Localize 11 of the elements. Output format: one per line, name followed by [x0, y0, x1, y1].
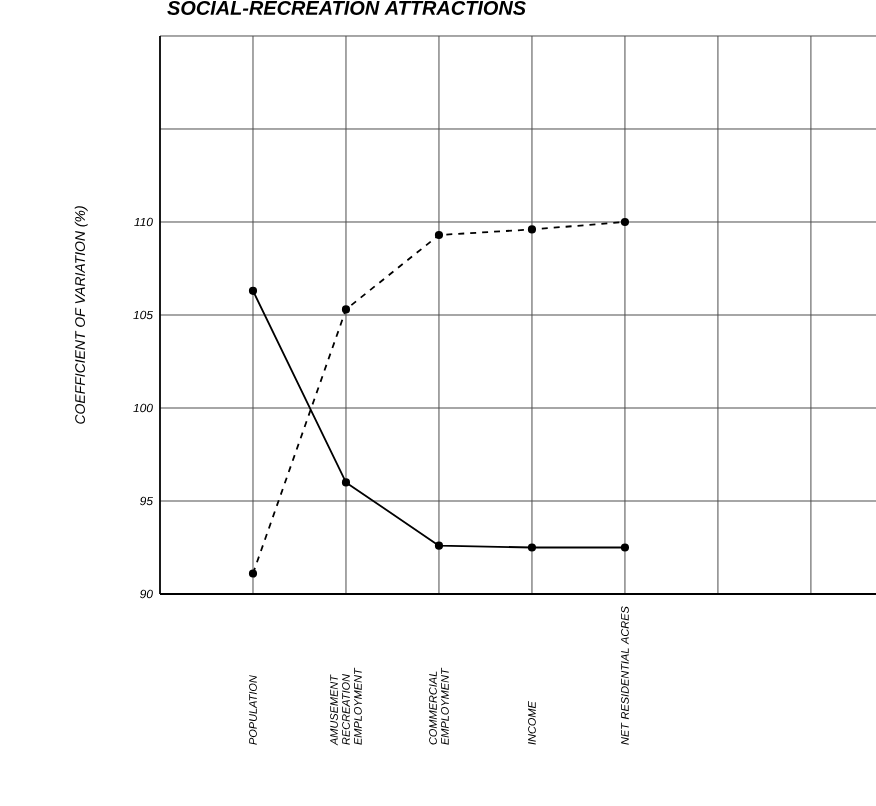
- point: [341, 305, 351, 314]
- point: [620, 217, 630, 227]
- point: [620, 543, 630, 552]
- point: [248, 286, 258, 295]
- point: [341, 478, 351, 487]
- point: [434, 230, 444, 240]
- point: [527, 225, 537, 234]
- chart-title: SOCIAL-RECREATION ATTRACTIONS: [167, 0, 526, 15]
- point: [527, 543, 537, 552]
- point: [434, 541, 444, 550]
- point: [248, 569, 258, 578]
